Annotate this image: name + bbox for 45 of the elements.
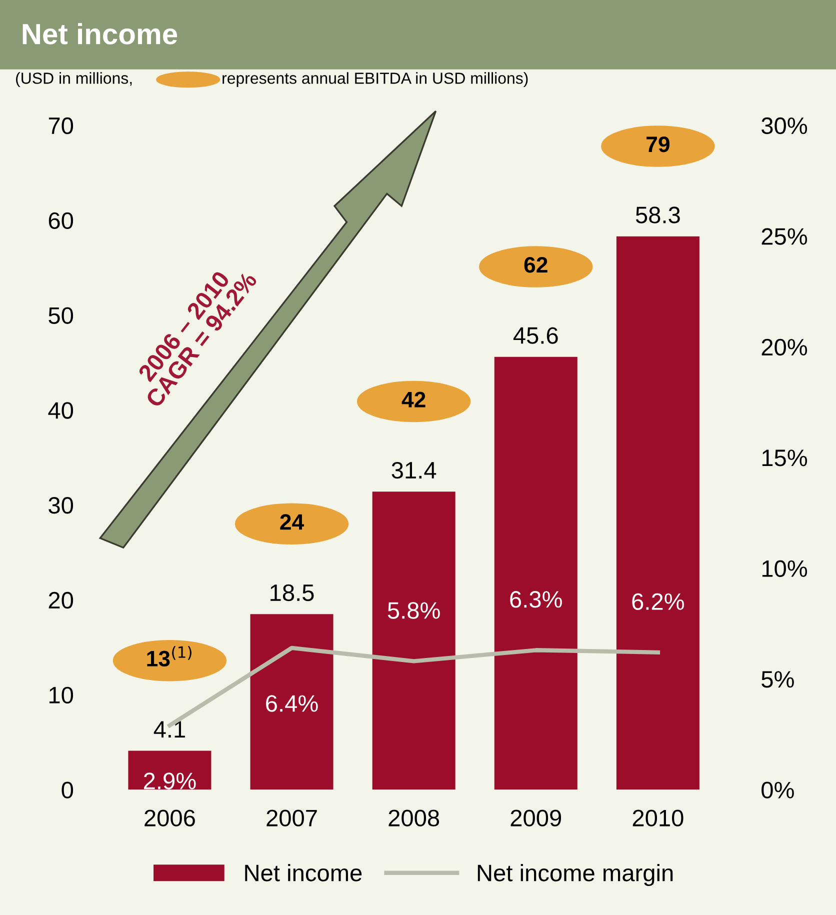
bar <box>494 356 578 790</box>
y-tick-label: 50 <box>48 307 74 324</box>
annotation: 79 <box>646 136 670 152</box>
annotation: 13$^{(1)}$ <box>147 646 192 667</box>
annotation: 24 <box>280 514 304 530</box>
legend-label: Net income margin <box>478 864 673 886</box>
data-label: 6.3% <box>510 591 562 608</box>
x-tick-label: 2009 <box>510 810 562 826</box>
data-label: 5.8% <box>388 602 440 619</box>
y-tick-label: 70 <box>48 117 74 134</box>
bar <box>250 614 334 790</box>
data-label: 31.4 <box>392 462 436 479</box>
bar <box>128 750 212 790</box>
data-label: 18.5 <box>270 584 314 602</box>
y2-tick-label: 10% <box>762 560 808 578</box>
bar <box>616 236 700 790</box>
chart-subtitle: (USD in millions, <box>16 72 132 88</box>
y2-tick-label: 15% <box>762 450 808 466</box>
x-tick-label: 2006 <box>144 810 195 826</box>
legend-label: Net income <box>245 864 362 882</box>
y-tick-label: 40 <box>48 402 74 419</box>
y-tick-label: 30 <box>48 497 74 514</box>
x-tick-label: 2007 <box>266 810 317 826</box>
text: represents annual EBITDA in USD millions) <box>222 72 528 88</box>
x-tick-label: 2008 <box>388 810 440 826</box>
y2-tick-label: 25% <box>762 228 808 245</box>
bar <box>372 492 456 790</box>
y2-tick-label: 20% <box>762 338 808 356</box>
y2-tick-label: 0% <box>762 782 794 798</box>
y-tick-label: 0 <box>62 782 74 798</box>
annotation: 62 <box>524 256 548 273</box>
annotation: 42 <box>402 392 426 408</box>
y2-tick-label: 5% <box>762 671 794 688</box>
data-label: 6.4% <box>266 695 318 712</box>
data-label: 45.6 <box>513 327 558 344</box>
y-tick-label: 10 <box>50 686 74 704</box>
data-label: 4.1 <box>154 721 185 738</box>
data-label: 58.3 <box>636 206 680 224</box>
data-label: 6.2% <box>632 593 684 610</box>
y-tick-label: 20 <box>48 592 74 609</box>
x-tick-label: 2010 <box>632 810 684 826</box>
chart-title: Net income <box>22 23 178 44</box>
y-tick-label: 60 <box>48 212 74 230</box>
y2-tick-label: 30% <box>762 117 808 134</box>
data-label: 2.9% <box>144 772 196 790</box>
